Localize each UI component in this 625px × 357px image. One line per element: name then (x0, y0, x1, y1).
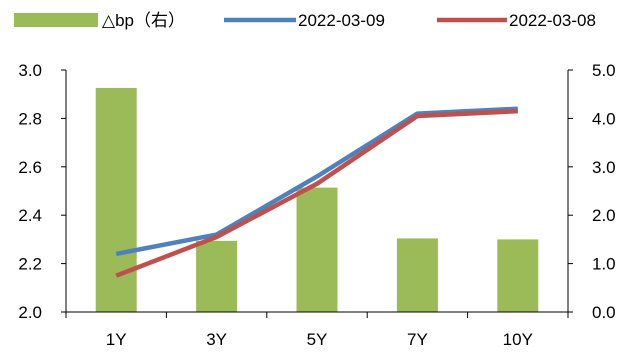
right-tick-label: 0.0 (592, 303, 616, 322)
right-tick-label: 5.0 (592, 61, 616, 80)
left-tick-label: 2.8 (18, 109, 42, 128)
legend-label: 2022-03-09 (298, 11, 385, 30)
bar-5y (296, 187, 338, 312)
right-tick-label: 1.0 (592, 255, 616, 274)
bar-3y (196, 240, 238, 312)
x-tick-label-10y: 10Y (503, 330, 533, 349)
left-tick-label: 2.2 (18, 255, 42, 274)
bar-series-delta-bp (95, 87, 539, 313)
line-2022-03-08 (115, 108, 518, 278)
line-series-group (115, 106, 518, 278)
legend-swatch (14, 13, 98, 27)
right-tick-label: 2.0 (592, 206, 616, 225)
line-2022-03-09 (115, 106, 518, 257)
left-tick-label: 2.6 (18, 158, 42, 177)
x-tick-label-1y: 1Y (106, 330, 127, 349)
left-tick-label: 2.0 (18, 303, 42, 322)
x-tick-label-5y: 5Y (307, 330, 328, 349)
bar-10y (497, 239, 539, 312)
legend-item-3: 2022-03-08 (437, 11, 596, 30)
legend-label: 2022-03-08 (509, 11, 596, 30)
right-tick-label: 3.0 (592, 158, 616, 177)
left-tick-label: 2.4 (18, 206, 42, 225)
bar-7y (396, 238, 438, 312)
left-tick-label: 3.0 (18, 61, 42, 80)
legend: △bp（右） 2022-03-09 2022-03-08 (14, 11, 596, 30)
right-tick-label: 4.0 (592, 109, 616, 128)
legend-label: △bp（右） (102, 11, 185, 30)
axes: 2.0 2.2 2.4 2.6 2.8 3.0 0.0 1.0 2.0 3.0 4.0 5.0 1Y 3Y… (18, 61, 615, 349)
legend-item-2: 2022-03-09 (224, 11, 385, 30)
legend-item-1: △bp（右） (14, 11, 185, 30)
bar-1y (95, 87, 137, 313)
x-tick-label-3y: 3Y (206, 330, 227, 349)
x-tick-label-7y: 7Y (407, 330, 428, 349)
